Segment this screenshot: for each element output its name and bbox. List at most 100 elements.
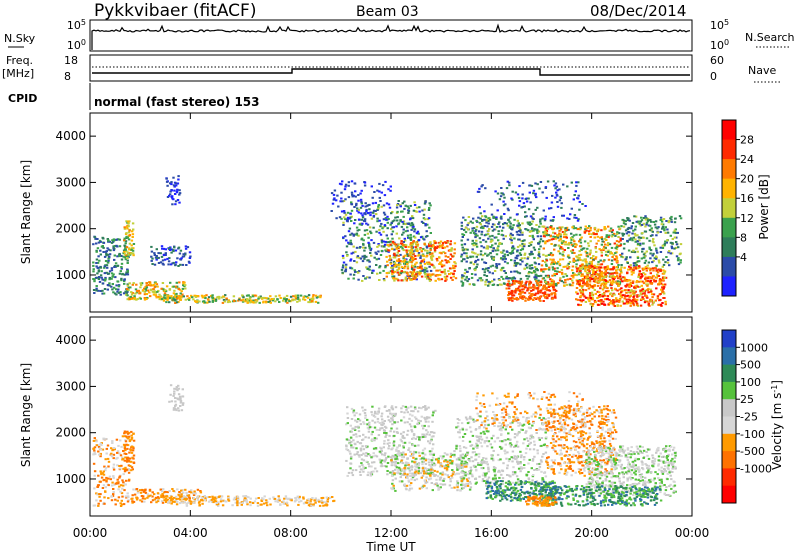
echo-cell (536, 292, 540, 295)
echo-cell (543, 291, 547, 294)
echo-cell (509, 222, 512, 225)
echo-cell (529, 243, 533, 246)
echo-cell (151, 499, 155, 502)
echo-cell (641, 292, 645, 295)
echo-cell (425, 246, 429, 249)
echo-cell (477, 190, 481, 193)
echo-cell (589, 297, 593, 299)
echo-cell (371, 419, 374, 422)
echo-cell (541, 240, 545, 243)
echo-cell (639, 276, 642, 278)
echo-cell (656, 295, 660, 298)
echo-cell (419, 458, 422, 461)
echo-cell (545, 234, 548, 237)
echo-cell (617, 281, 620, 284)
echo-cell (657, 275, 661, 277)
y-tick-label: 1000 (55, 268, 86, 282)
echo-cell (559, 277, 562, 280)
echo-cell (533, 261, 537, 264)
echo-cell (200, 499, 203, 502)
echo-cell (110, 452, 113, 455)
echo-cell (511, 198, 514, 201)
echo-cell (123, 226, 126, 229)
echo-cell (386, 462, 390, 464)
echo-cell (389, 420, 392, 423)
echo-cell (619, 304, 622, 307)
echo-cell (393, 270, 397, 273)
echo-cell (645, 223, 648, 226)
echo-cell (460, 280, 463, 283)
echo-cell (598, 274, 601, 277)
echo-cell (384, 458, 387, 461)
echo-cell (679, 261, 682, 264)
echo-cell (602, 277, 605, 279)
echo-cell (539, 235, 543, 238)
echo-cell (139, 489, 142, 492)
echo-cell (159, 488, 162, 491)
echo-cell (600, 283, 603, 286)
echo-cell (403, 270, 406, 273)
echo-cell (647, 267, 650, 270)
echo-cell (449, 253, 453, 256)
echo-cell (394, 263, 398, 266)
echo-cell (590, 291, 594, 294)
echo-cell (491, 272, 494, 275)
echo-cell (130, 244, 133, 247)
echo-cell (386, 415, 390, 418)
echo-cell (388, 206, 392, 209)
echo-cell (331, 496, 334, 498)
echo-cell (586, 285, 589, 288)
date-label: 08/Dec/2014 (590, 2, 686, 20)
echo-cell (345, 423, 348, 426)
echo-cell (407, 212, 410, 214)
echo-cell (571, 226, 574, 229)
echo-cell (96, 486, 99, 488)
echo-cell (378, 182, 381, 185)
echo-cell (378, 429, 381, 431)
echo-cell (596, 235, 600, 238)
echo-cell (504, 272, 507, 274)
echo-cell (409, 204, 412, 207)
echo-cell (519, 291, 522, 294)
echo-cell (516, 219, 519, 222)
echo-cell (320, 497, 323, 499)
echo-cell (105, 271, 108, 274)
echo-cell (179, 258, 183, 261)
echo-cell (493, 223, 496, 226)
echo-cell (97, 444, 100, 447)
echo-cell (412, 265, 415, 268)
echo-cell (565, 229, 568, 232)
echo-cell (656, 297, 660, 300)
echo-cell (548, 268, 551, 271)
echo-cell (375, 455, 379, 458)
echo-cell (389, 189, 392, 192)
echo-cell (139, 297, 142, 300)
echo-cell (174, 203, 177, 206)
echo-cell (517, 196, 521, 199)
echo-cell (360, 218, 363, 221)
echo-cell (426, 273, 429, 276)
echo-cell (393, 279, 396, 282)
echo-cell (179, 298, 182, 301)
echo-cell (403, 265, 407, 268)
echo-cell (411, 224, 414, 226)
echo-cell (397, 250, 401, 252)
echo-cell (517, 280, 520, 283)
echo-cell (156, 285, 159, 288)
echo-cell (352, 277, 355, 280)
echo-cell (370, 232, 373, 235)
echo-cell (350, 203, 353, 206)
echo-cell (469, 256, 472, 259)
echo-cell (487, 253, 490, 256)
echo-cell (428, 274, 432, 276)
echo-cell (543, 219, 547, 222)
echo-cell (556, 227, 559, 230)
echo-cell (603, 294, 607, 297)
echo-cell (312, 504, 315, 507)
echo-cell (618, 298, 621, 301)
echo-cell (541, 225, 544, 228)
echo-cell (359, 246, 362, 248)
echo-cell (97, 289, 100, 292)
echo-cell (631, 250, 634, 253)
echo-cell (150, 250, 154, 253)
